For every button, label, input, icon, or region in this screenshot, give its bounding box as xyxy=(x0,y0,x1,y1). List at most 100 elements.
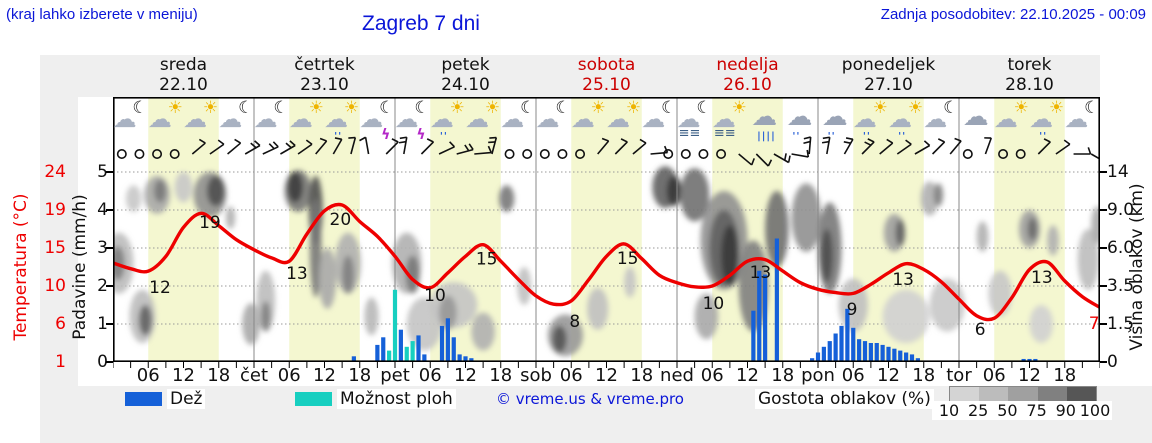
moon-cloud-icon: ☾ ☁ xyxy=(113,99,149,143)
time-axis-label: 18 xyxy=(1053,365,1077,386)
moon-glyph: ☾ xyxy=(520,98,536,118)
cloud-height-tick-label: 3.5 xyxy=(1107,276,1135,296)
day-name: torek xyxy=(1007,55,1052,75)
temp-value-label: 13 xyxy=(1031,268,1053,288)
day-name: ponedeljek xyxy=(841,55,936,75)
time-axis-label: sob xyxy=(520,365,552,386)
day-date: 22.10 xyxy=(159,75,208,95)
last-update-label: Zadnja posodobitev: 22.10.2025 - 00:09 xyxy=(880,6,1146,23)
density-gradient-segment xyxy=(1066,387,1096,402)
time-axis-label: čet xyxy=(239,365,269,386)
moon-cloud-icon: ☾ ☁ xyxy=(1064,99,1100,143)
day-header-row: sreda 22.10 četrtek 23.10 petek 24.10 sobota 25… xyxy=(113,55,1100,97)
wind-barbs-row xyxy=(116,136,1100,167)
time-axis-label: 18 xyxy=(489,365,513,386)
cloud-glyph: ☁ xyxy=(993,105,1018,133)
right-tick-mark xyxy=(1100,209,1107,211)
rain-legend-label: Dež xyxy=(167,389,206,409)
cloud-glyph: ☁ xyxy=(852,105,877,133)
day-header-sobota: sobota 25.10 xyxy=(536,55,677,95)
copyright-link[interactable]: © vreme.us & vreme.pro xyxy=(496,390,684,408)
moon-glyph: ☾ xyxy=(379,98,395,118)
temp-value-label: 13 xyxy=(750,263,772,283)
temp-value-label: 20 xyxy=(330,210,352,230)
sun-cloud-icon: ☀ ☁ xyxy=(148,99,184,143)
moon-cloud-icon: ☾ ☁ xyxy=(500,99,536,143)
moon-glyph: ☾ xyxy=(661,98,677,118)
temperature-line xyxy=(113,202,1100,322)
plot-canvas: 12 19 13 20 10 15 8 15 10 13 9 13 6 13 7 xyxy=(113,97,1100,368)
precip-tick-label: 5 xyxy=(97,162,108,182)
time-axis-label: 06 xyxy=(841,365,865,386)
density-tick-label: 100 xyxy=(1078,401,1112,420)
fog-glyph: ≡≡ xyxy=(713,126,736,141)
right-tick-mark xyxy=(1100,285,1107,287)
precip-marks: '' xyxy=(898,131,907,142)
cloud-glyph: ☁ xyxy=(394,105,419,133)
moon-glyph: ☾ xyxy=(555,98,571,118)
cloud-glyph: ☁ xyxy=(253,105,278,133)
density-tick-label: 25 xyxy=(961,401,996,420)
moon-cloud-storm-icon: ☾ ☁ ϟ xyxy=(359,99,395,143)
time-axis-label: ned xyxy=(660,365,694,386)
day-name: sobota xyxy=(577,55,636,75)
density-gradient-segment xyxy=(950,387,980,402)
day-header-ponedeljek: ponedeljek 27.10 xyxy=(818,55,959,95)
time-axis-label: 12 xyxy=(1018,365,1041,386)
precip-marks: '' xyxy=(862,131,871,142)
sun-glyph: ☀ xyxy=(449,98,465,118)
time-axis-label: 18 xyxy=(348,365,372,386)
sun-glyph: ☀ xyxy=(625,98,642,118)
cloud-density-legend-label: Gostota oblakov (%) xyxy=(755,389,934,409)
cloud-glyph: ☁ xyxy=(465,105,490,133)
temp-value-label: 6 xyxy=(975,320,986,340)
sun-glyph: ☀ xyxy=(907,98,924,118)
time-axis-label: 06 xyxy=(277,365,301,386)
density-tick-label: 10 xyxy=(932,401,966,420)
plot-frame xyxy=(113,97,1100,362)
precip-marks: '' xyxy=(334,131,343,142)
temp-end-value-label: 7 xyxy=(1089,314,1100,334)
moon-cloud-icon: ☾ ☁ xyxy=(254,99,290,143)
density-tick-label: 75 xyxy=(1019,401,1054,420)
time-axis-label: 06 xyxy=(559,365,583,386)
day-name: četrtek xyxy=(294,55,355,75)
right-tick-mark xyxy=(1100,361,1107,363)
left-tick-mark xyxy=(106,247,113,249)
sun-cloud-icon: ☀ ☁ xyxy=(289,99,325,143)
cloud-glyph: ☁ xyxy=(923,105,948,133)
sun-cloud-icon: ☀ ☁ xyxy=(183,99,219,143)
cloud-height-tick-label: 9.0 xyxy=(1107,200,1135,220)
right-tick-mark xyxy=(1100,171,1107,173)
time-axis-label: 12 xyxy=(595,365,618,386)
cloud-height-tick-label: 6.0 xyxy=(1107,238,1135,258)
density-tick-label: 50 xyxy=(990,401,1025,420)
moon-glyph: ☾ xyxy=(132,98,148,118)
cloud-height-tick-label: 14 xyxy=(1107,162,1129,182)
density-gradient-segment xyxy=(1037,387,1067,402)
moon-glyph: ☾ xyxy=(238,98,254,118)
moon-glyph: ☾ xyxy=(696,98,712,118)
temp-value-label: 10 xyxy=(703,294,725,314)
cloud-glyph: ☁ xyxy=(359,105,384,133)
lightning-glyph: ϟ xyxy=(416,127,426,143)
time-axis-label: 06 xyxy=(700,365,724,386)
temp-value-label: 13 xyxy=(286,264,308,284)
cloud-glyph: ☁ xyxy=(429,105,454,133)
left-tick-mark xyxy=(106,361,113,363)
cloud-glyph: ☁ xyxy=(112,105,137,133)
showers-legend-swatch xyxy=(295,392,332,406)
precip-marks: '' xyxy=(439,131,448,142)
precip-marks: '' xyxy=(827,131,836,142)
cloud-glyph: ☁ xyxy=(821,102,848,132)
cloud-glyph: ☁ xyxy=(288,105,313,133)
location-hint: (kraj lahko izberete v meniju) xyxy=(6,6,198,23)
precip-tick-label: 2 xyxy=(97,276,108,296)
right-tick-mark xyxy=(1100,247,1107,249)
right-tick-mark xyxy=(1100,323,1107,325)
temp-tick-label: 19 xyxy=(44,200,66,220)
sun-cloud-icon: ☀ ☁ xyxy=(465,99,501,143)
sun-glyph: ☀ xyxy=(1048,98,1065,118)
day-date: 25.10 xyxy=(582,75,631,95)
day-name: petek xyxy=(441,55,490,75)
